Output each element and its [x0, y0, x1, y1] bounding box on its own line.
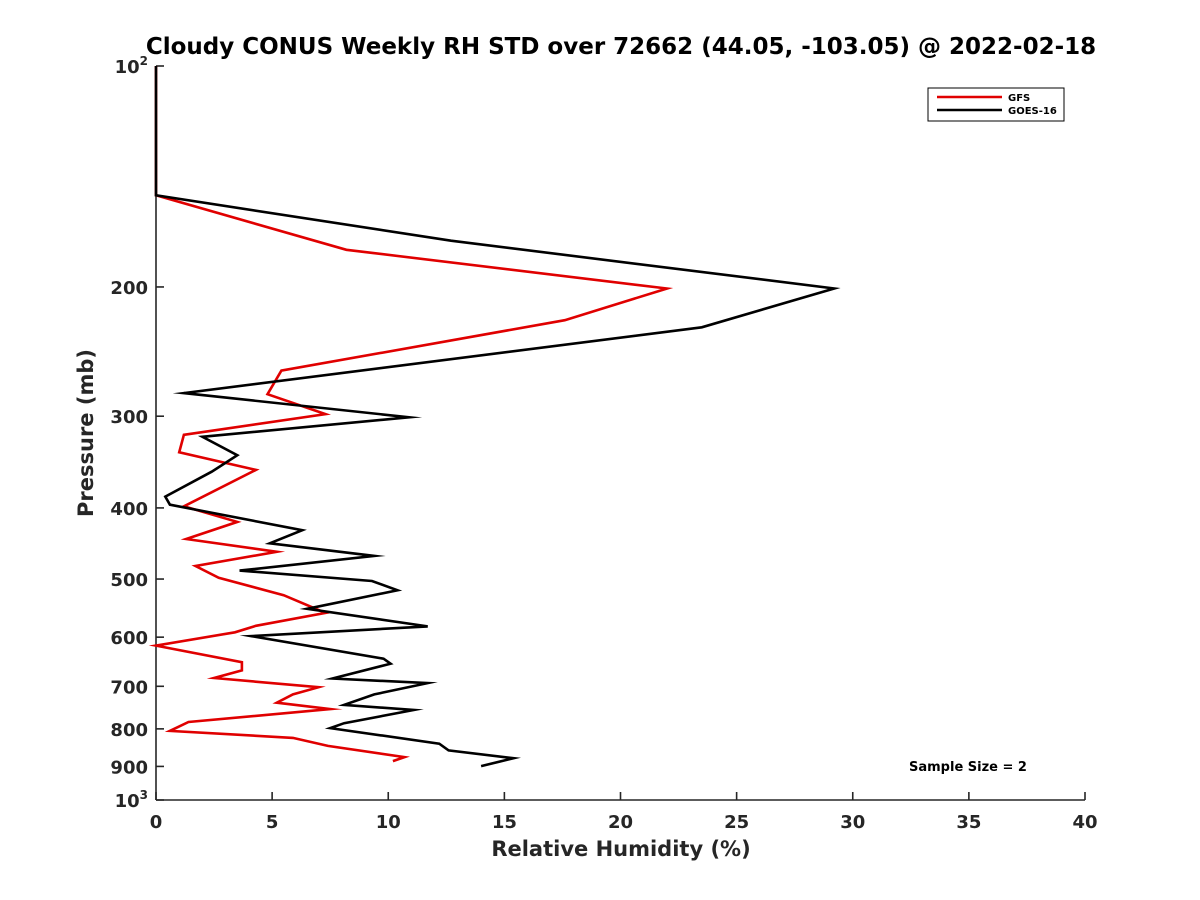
- x-tick-label-0: 0: [150, 812, 163, 833]
- y-tick-label-1000: 103: [115, 788, 148, 812]
- legend-label-goes16: GOES-16: [1008, 106, 1057, 117]
- plot-area: 0 5 10 15 20 25 30 35 40 102 200 300 400 500 600 700 800…: [110, 54, 1097, 833]
- x-tick-label-5: 5: [266, 812, 279, 833]
- series-line-gfs: [148, 66, 674, 763]
- y-tick-label-100: 102: [115, 54, 148, 78]
- x-tick-label-20: 20: [608, 812, 633, 833]
- series-line-goes16: [154, 66, 841, 768]
- legend-box: [927, 87, 1065, 122]
- y-tick-label-600: 600: [110, 628, 148, 649]
- x-tick-label-35: 35: [956, 812, 981, 833]
- x-tick-label-30: 30: [840, 812, 865, 833]
- y-axis-label: Pressure (mb): [74, 349, 98, 517]
- y-tick-label-700: 700: [110, 677, 148, 698]
- y-tick-label-200: 200: [110, 278, 148, 299]
- legend-label-gfs: GFS: [1008, 93, 1030, 104]
- x-tick-label-25: 25: [724, 812, 749, 833]
- sample-size-annotation: Sample Size = 2: [909, 760, 1027, 775]
- x-tick-label-10: 10: [376, 812, 401, 833]
- y-tick-label-800: 800: [110, 720, 148, 741]
- legend: GFS GOES-16: [927, 87, 1065, 122]
- y-tick-label-400: 400: [110, 499, 148, 520]
- chart-title: Cloudy CONUS Weekly RH STD over 72662 (4…: [146, 34, 1096, 60]
- x-tick-label-40: 40: [1072, 812, 1097, 833]
- y-tick-label-900: 900: [110, 757, 148, 778]
- y-tick-label-500: 500: [110, 570, 148, 591]
- x-tick-label-15: 15: [492, 812, 517, 833]
- y-tick-label-300: 300: [110, 407, 148, 428]
- x-axis-label: Relative Humidity (%): [491, 837, 750, 861]
